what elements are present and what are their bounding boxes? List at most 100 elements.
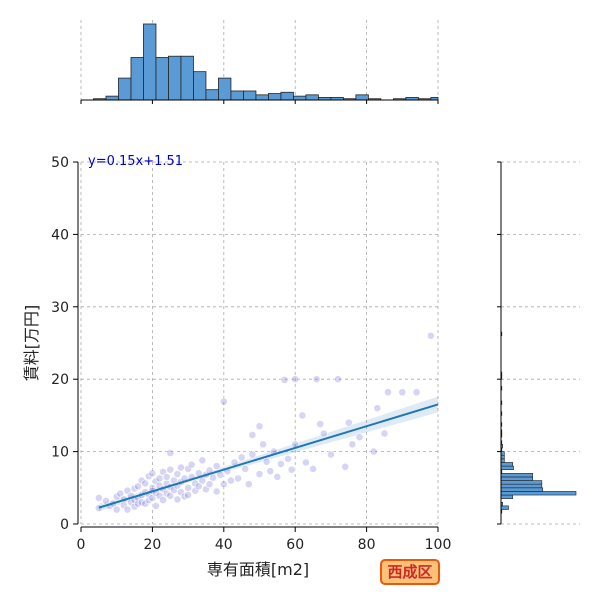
scatter-point: [277, 460, 285, 468]
scatter-point: [234, 474, 242, 483]
scatter-point: [166, 491, 175, 500]
scatter-point: [369, 447, 378, 456]
scatter-point: [273, 473, 282, 481]
x-tick-label: 0: [77, 537, 86, 553]
scatter-point: [219, 397, 228, 406]
scatter-point: [344, 418, 353, 427]
scatter-point: [412, 388, 421, 397]
scatter-point: [205, 480, 214, 489]
right-hist-bar: [500, 491, 577, 496]
y-tick-label: 50: [51, 155, 69, 171]
right-hist-bar: [500, 476, 533, 481]
scatter-point: [212, 462, 221, 470]
scatter-point: [173, 495, 182, 504]
scatter-point: [255, 422, 264, 431]
scatter-point: [255, 470, 264, 478]
right-hist-bar: [500, 487, 543, 492]
right-hist-bar: [500, 494, 513, 499]
scatter-point: [319, 429, 328, 438]
top-hist-bar: [130, 57, 144, 101]
x-tick-label: 100: [425, 537, 452, 553]
scatter-point: [280, 376, 289, 384]
scatter-point: [166, 465, 175, 474]
scatter-point: [373, 404, 382, 413]
top-hist-bar: [168, 55, 182, 101]
scatter-point: [284, 454, 292, 463]
top-hist-bar: [293, 95, 307, 101]
top-hist-bar: [205, 89, 219, 101]
scatter-point: [227, 476, 235, 485]
top-hist-bar: [155, 57, 169, 101]
top-hist-bar: [243, 90, 257, 101]
scatter-point: [316, 420, 325, 428]
scatter-point: [248, 450, 257, 459]
scatter-point: [94, 504, 103, 512]
scatter-point: [341, 462, 350, 471]
scatter-point: [244, 480, 253, 489]
regression-line: [98, 403, 439, 509]
scatter-point: [348, 440, 357, 449]
scatter-point: [173, 470, 182, 478]
y-tick-label: 10: [51, 445, 69, 461]
scatter-point: [326, 450, 335, 459]
scatter-point: [259, 440, 267, 449]
top-hist-bar: [105, 95, 119, 101]
scatter-point: [309, 465, 317, 473]
x-tick-label: 60: [286, 537, 304, 553]
scatter-point: [148, 469, 157, 478]
scatter-point: [198, 456, 207, 465]
scatter-point: [209, 473, 217, 482]
scatter-point: [380, 429, 389, 438]
x-axis-label: 専有面積[m2]: [207, 560, 309, 579]
scatter-point: [291, 375, 300, 384]
right-hist-bar: [500, 505, 509, 510]
scatter-point: [184, 491, 192, 499]
scatter-point: [426, 331, 435, 340]
top-hist-bar: [118, 77, 132, 101]
y-axis-label: 賃料[万円]: [22, 305, 41, 382]
scatter-point: [134, 482, 143, 491]
scatter-point: [355, 433, 364, 442]
scatter-point: [241, 465, 250, 473]
scatter-point: [384, 388, 392, 397]
top-hist-bar: [305, 94, 319, 101]
scatter-point: [184, 483, 192, 492]
scatter-point: [152, 501, 160, 510]
scatter-point: [398, 388, 407, 397]
scatter-point: [262, 457, 271, 466]
main-scatter-plot: 0 20 40 60 80 100 0 10 20 30 40 50: [51, 155, 451, 553]
scatter-point: [123, 505, 132, 514]
right-marginal-histogram: [497, 161, 580, 525]
right-hist-bar: [500, 473, 533, 478]
scatter-point: [287, 465, 296, 474]
scatter-point: [162, 473, 171, 481]
y-tick-label: 0: [60, 517, 69, 533]
top-hist-bar: [143, 23, 157, 101]
scatter-point: [334, 375, 342, 384]
y-tick-label: 30: [51, 300, 69, 316]
scatter-point: [166, 449, 175, 457]
right-hist-bar: [500, 483, 543, 489]
scatter-point: [187, 460, 196, 469]
scatter-point: [112, 505, 121, 514]
top-hist-bar: [193, 71, 207, 101]
top-hist-bar: [255, 94, 269, 101]
right-hist-bar: [500, 480, 543, 485]
right-hist-bar: [500, 462, 513, 467]
top-hist-bar: [218, 77, 232, 101]
top-marginal-histogram: [80, 20, 439, 104]
scatter-point: [266, 467, 275, 476]
y-tick-label: 20: [51, 372, 69, 388]
regression-equation-label: y=0.15x+1.51: [88, 154, 183, 169]
scatter-point: [141, 479, 150, 488]
y-tick-label: 40: [51, 227, 69, 243]
scatter-point: [159, 496, 168, 505]
scatter-point: [177, 463, 185, 472]
top-hist-bar: [230, 90, 244, 101]
scatter-point: [194, 482, 203, 491]
right-hist-bar: [500, 465, 514, 470]
x-tick-label: 20: [143, 537, 161, 553]
scatter-point: [212, 487, 221, 496]
x-tick-label: 40: [215, 537, 233, 553]
